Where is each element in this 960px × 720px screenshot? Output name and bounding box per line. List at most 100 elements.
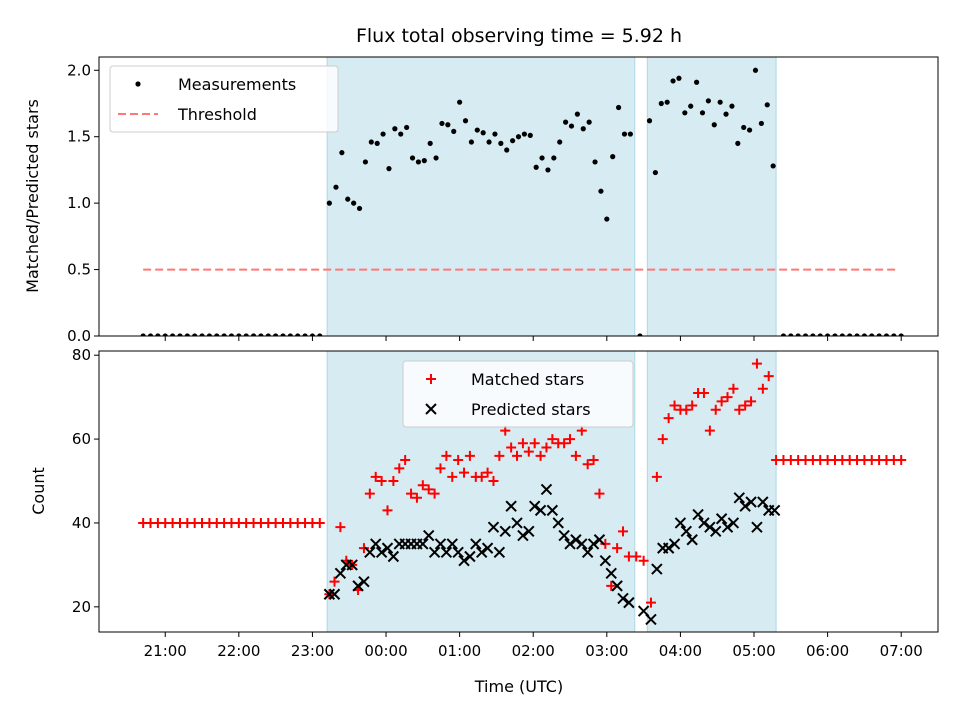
data-point	[434, 538, 447, 550]
data-point	[758, 120, 764, 127]
legend-label: Measurements	[178, 75, 296, 94]
data-point	[492, 131, 498, 137]
x-tick-label: 21:00	[144, 642, 187, 660]
data-point	[839, 333, 845, 336]
y-tick-label: 2.0	[67, 61, 91, 79]
data-point	[723, 111, 729, 117]
data-point	[710, 525, 722, 538]
data-point	[670, 78, 676, 84]
data-point	[380, 131, 386, 137]
data-point	[476, 471, 487, 482]
data-point	[206, 333, 212, 336]
x-tick-label: 06:00	[806, 642, 849, 660]
data-point	[533, 164, 539, 170]
data-point	[898, 333, 904, 336]
x-tick-label: 01:00	[438, 642, 481, 660]
data-point	[698, 387, 709, 398]
data-point	[475, 546, 488, 559]
data-point	[658, 100, 664, 107]
data-point	[517, 529, 529, 542]
data-point	[482, 467, 493, 478]
data-point	[295, 333, 301, 336]
y-tick-label: 0.5	[67, 261, 91, 279]
data-point	[565, 434, 576, 445]
data-point	[404, 124, 410, 131]
data-point	[493, 546, 506, 559]
series-measurements	[140, 67, 904, 336]
data-point	[346, 559, 358, 571]
legend-marker	[425, 403, 437, 415]
legend-label: Predicted stars	[471, 400, 591, 419]
data-point	[510, 138, 516, 144]
data-point	[409, 155, 416, 161]
data-point	[364, 488, 375, 499]
data-point	[631, 551, 642, 562]
data-point	[704, 521, 716, 533]
data-point	[604, 216, 610, 222]
data-point	[688, 103, 694, 109]
data-point	[664, 99, 670, 105]
data-point	[611, 580, 623, 592]
data-point	[663, 413, 674, 424]
data-point	[891, 333, 897, 336]
data-point	[487, 521, 500, 533]
series-matched-stars	[138, 358, 907, 608]
data-point	[155, 333, 161, 336]
data-point	[615, 104, 622, 111]
data-point	[302, 333, 308, 336]
data-point	[506, 442, 517, 453]
data-point	[564, 538, 576, 550]
data-point	[192, 333, 198, 336]
y-tick-label: 60	[72, 430, 91, 448]
data-point	[184, 333, 190, 336]
data-point	[832, 333, 838, 336]
data-point	[657, 434, 668, 445]
data-point	[470, 538, 482, 550]
data-point	[768, 504, 781, 517]
data-point	[398, 131, 404, 137]
data-point	[451, 128, 457, 134]
data-point	[333, 184, 339, 190]
data-point	[739, 500, 751, 512]
data-point	[199, 333, 205, 336]
data-point	[400, 455, 411, 466]
data-point	[869, 333, 875, 336]
data-point	[427, 140, 433, 146]
data-point	[676, 75, 682, 81]
data-point	[715, 513, 728, 525]
data-point	[376, 476, 387, 487]
data-point	[140, 333, 146, 336]
data-point	[681, 404, 692, 415]
y-tick-label: 0.0	[67, 327, 91, 345]
data-point	[258, 333, 264, 336]
data-point	[335, 522, 346, 533]
data-point	[317, 333, 323, 336]
data-point	[740, 400, 751, 411]
data-point	[504, 147, 510, 153]
data-point	[574, 111, 580, 117]
data-point	[462, 118, 469, 124]
data-point	[795, 333, 801, 336]
data-point	[861, 333, 868, 336]
data-point	[686, 534, 698, 546]
data-point	[563, 119, 569, 125]
data-point	[358, 543, 369, 554]
data-point	[558, 529, 570, 542]
data-point	[694, 79, 700, 85]
data-point	[480, 130, 486, 136]
x-tick-label: 07:00	[880, 642, 923, 660]
data-point	[728, 383, 739, 394]
data-point	[545, 167, 551, 173]
data-point	[429, 488, 440, 499]
data-point	[457, 99, 463, 105]
data-point	[621, 131, 628, 137]
data-point	[494, 450, 505, 461]
data-point	[364, 546, 376, 559]
data-point	[177, 333, 183, 336]
panel-1: 0.0 0.5 1.0 1.5 2.0 Matched/Predicted stars Me…	[23, 56, 939, 345]
data-point	[692, 508, 704, 521]
legend-label: Matched stars	[471, 370, 584, 389]
data-point	[417, 538, 429, 550]
data-point	[392, 126, 398, 132]
data-point	[228, 333, 235, 336]
